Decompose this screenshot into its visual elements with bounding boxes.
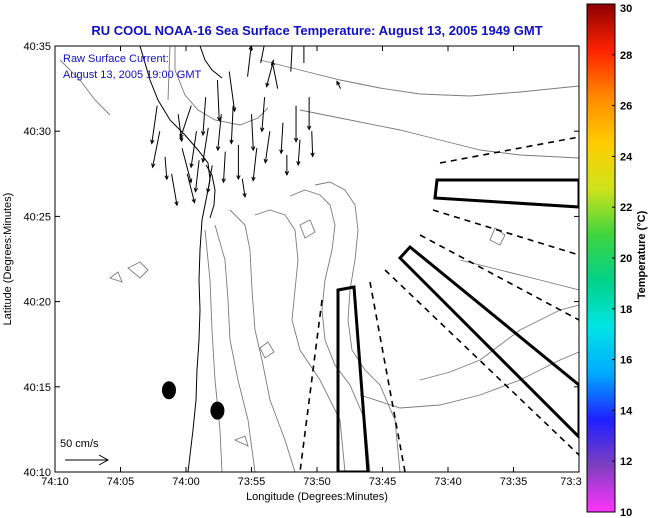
colorbar-tick-label: 12: [620, 456, 632, 468]
colorbar-tick-label: 18: [620, 304, 632, 316]
radar-sector-outlines: [336, 178, 579, 472]
colorbar-label: Temperature (°C): [636, 210, 648, 299]
current-vector: [241, 178, 247, 199]
colorbar-tick-label: 30: [620, 3, 632, 15]
y-tick-label: 40:30: [23, 126, 51, 138]
depth-contours: [59, 46, 579, 472]
coastline: [139, 46, 211, 472]
current-vector: [336, 80, 342, 89]
current-vector: [164, 156, 169, 181]
current-vector: [206, 165, 213, 194]
current-vector: [236, 144, 241, 181]
current-vector: [260, 46, 265, 64]
x-tick-label: 74:05: [107, 476, 135, 488]
colorbar-tick-label: 14: [620, 405, 633, 417]
colorbar-tick-label: 10: [620, 507, 632, 518]
current-vector: [270, 60, 279, 89]
x-tick-label: 73:3: [560, 476, 581, 488]
x-tick-label: 73:50: [303, 476, 331, 488]
y-tick-label: 40:20: [23, 297, 51, 309]
plot-background: [55, 46, 579, 472]
current-vector: [284, 46, 285, 47]
colorbar-gradient: [586, 3, 616, 513]
colorbar-tick-label: 20: [620, 253, 632, 265]
colorbar-tick-label: 16: [620, 355, 632, 367]
current-vector: [201, 127, 209, 164]
y-tick-label: 40:35: [23, 41, 51, 53]
colorbar-tick-label: 28: [620, 50, 632, 62]
current-vector: [293, 105, 299, 143]
y-tick-label: 40:15: [23, 382, 51, 394]
current-vector: [251, 148, 258, 182]
x-tick-label: 74:10: [41, 476, 69, 488]
annotation-line-1: Raw Surface Current:: [63, 53, 169, 65]
colorbar-ticks: 10 12 14 16 18 20 22 24 26 28 30: [612, 3, 633, 518]
current-vector: [284, 155, 290, 177]
scale-label: 50 cm/s: [60, 438, 99, 450]
current-vector: [171, 173, 179, 207]
colorbar-tick-label: 22: [620, 202, 632, 214]
y-axis-label: Latitude (Degrees:Minutes): [2, 193, 14, 326]
current-vector: [306, 97, 312, 131]
current-vector: [263, 131, 271, 164]
colorbar-tick-label: 24: [620, 151, 633, 163]
current-vector: [310, 131, 315, 158]
sector-east: [397, 244, 579, 440]
river-outline: [199, 46, 223, 79]
coverage-rays: [299, 136, 579, 472]
station-markers: [161, 381, 225, 420]
current-vector: [296, 139, 301, 167]
x-axis-label: Longitude (Degrees:Minutes): [246, 491, 388, 503]
station-marker: [210, 401, 225, 420]
colorbar: 10 12 14 16 18 20 22 24 26 28 30 Temperature (°C): [586, 3, 648, 518]
current-vector: [221, 151, 226, 184]
chart-title: RU COOL NOAA-16 Sea Surface Temperature:…: [91, 23, 542, 38]
sector-north: [433, 178, 579, 209]
colorbar-tick-label: 26: [620, 101, 632, 113]
station-marker: [161, 381, 176, 400]
current-vector: [186, 173, 196, 204]
x-tick-label: 74:00: [172, 476, 200, 488]
current-vector: [201, 97, 207, 137]
x-tick-label: 73:40: [434, 476, 462, 488]
x-axis: 74:10 74:05 74:00 73:55 73:50 73:45 73:40 73:35…: [41, 46, 582, 488]
x-tick-label: 73:45: [369, 476, 397, 488]
x-tick-label: 73:35: [500, 476, 528, 488]
current-vector: [250, 114, 256, 152]
sector-south: [336, 285, 370, 472]
current-vector: [179, 105, 192, 140]
current-vector: [193, 160, 200, 193]
current-vector: [303, 46, 305, 64]
y-axis: 40:10 40:15 40:20 40:25 40:30 40:35: [23, 41, 579, 479]
current-vectors: [150, 46, 342, 207]
current-vector: [216, 80, 222, 122]
scale-arrow: 50 cm/s: [60, 438, 110, 466]
current-vector: [151, 131, 161, 169]
annotation-line-2: August 13, 2005 19:00 GMT: [63, 69, 201, 81]
current-vector: [189, 131, 197, 169]
current-vector: [215, 114, 222, 152]
bay-outline: [205, 164, 216, 219]
plot-area: Raw Surface Current: August 13, 2005 19:…: [54, 45, 580, 473]
current-vector: [229, 105, 234, 145]
y-tick-label: 40:10: [23, 467, 51, 479]
current-vector: [279, 122, 284, 155]
current-vector: [259, 97, 266, 133]
y-tick-label: 40:25: [23, 211, 51, 223]
x-tick-label: 73:55: [238, 476, 266, 488]
current-vector: [150, 105, 158, 145]
current-vector: [290, 46, 293, 72]
